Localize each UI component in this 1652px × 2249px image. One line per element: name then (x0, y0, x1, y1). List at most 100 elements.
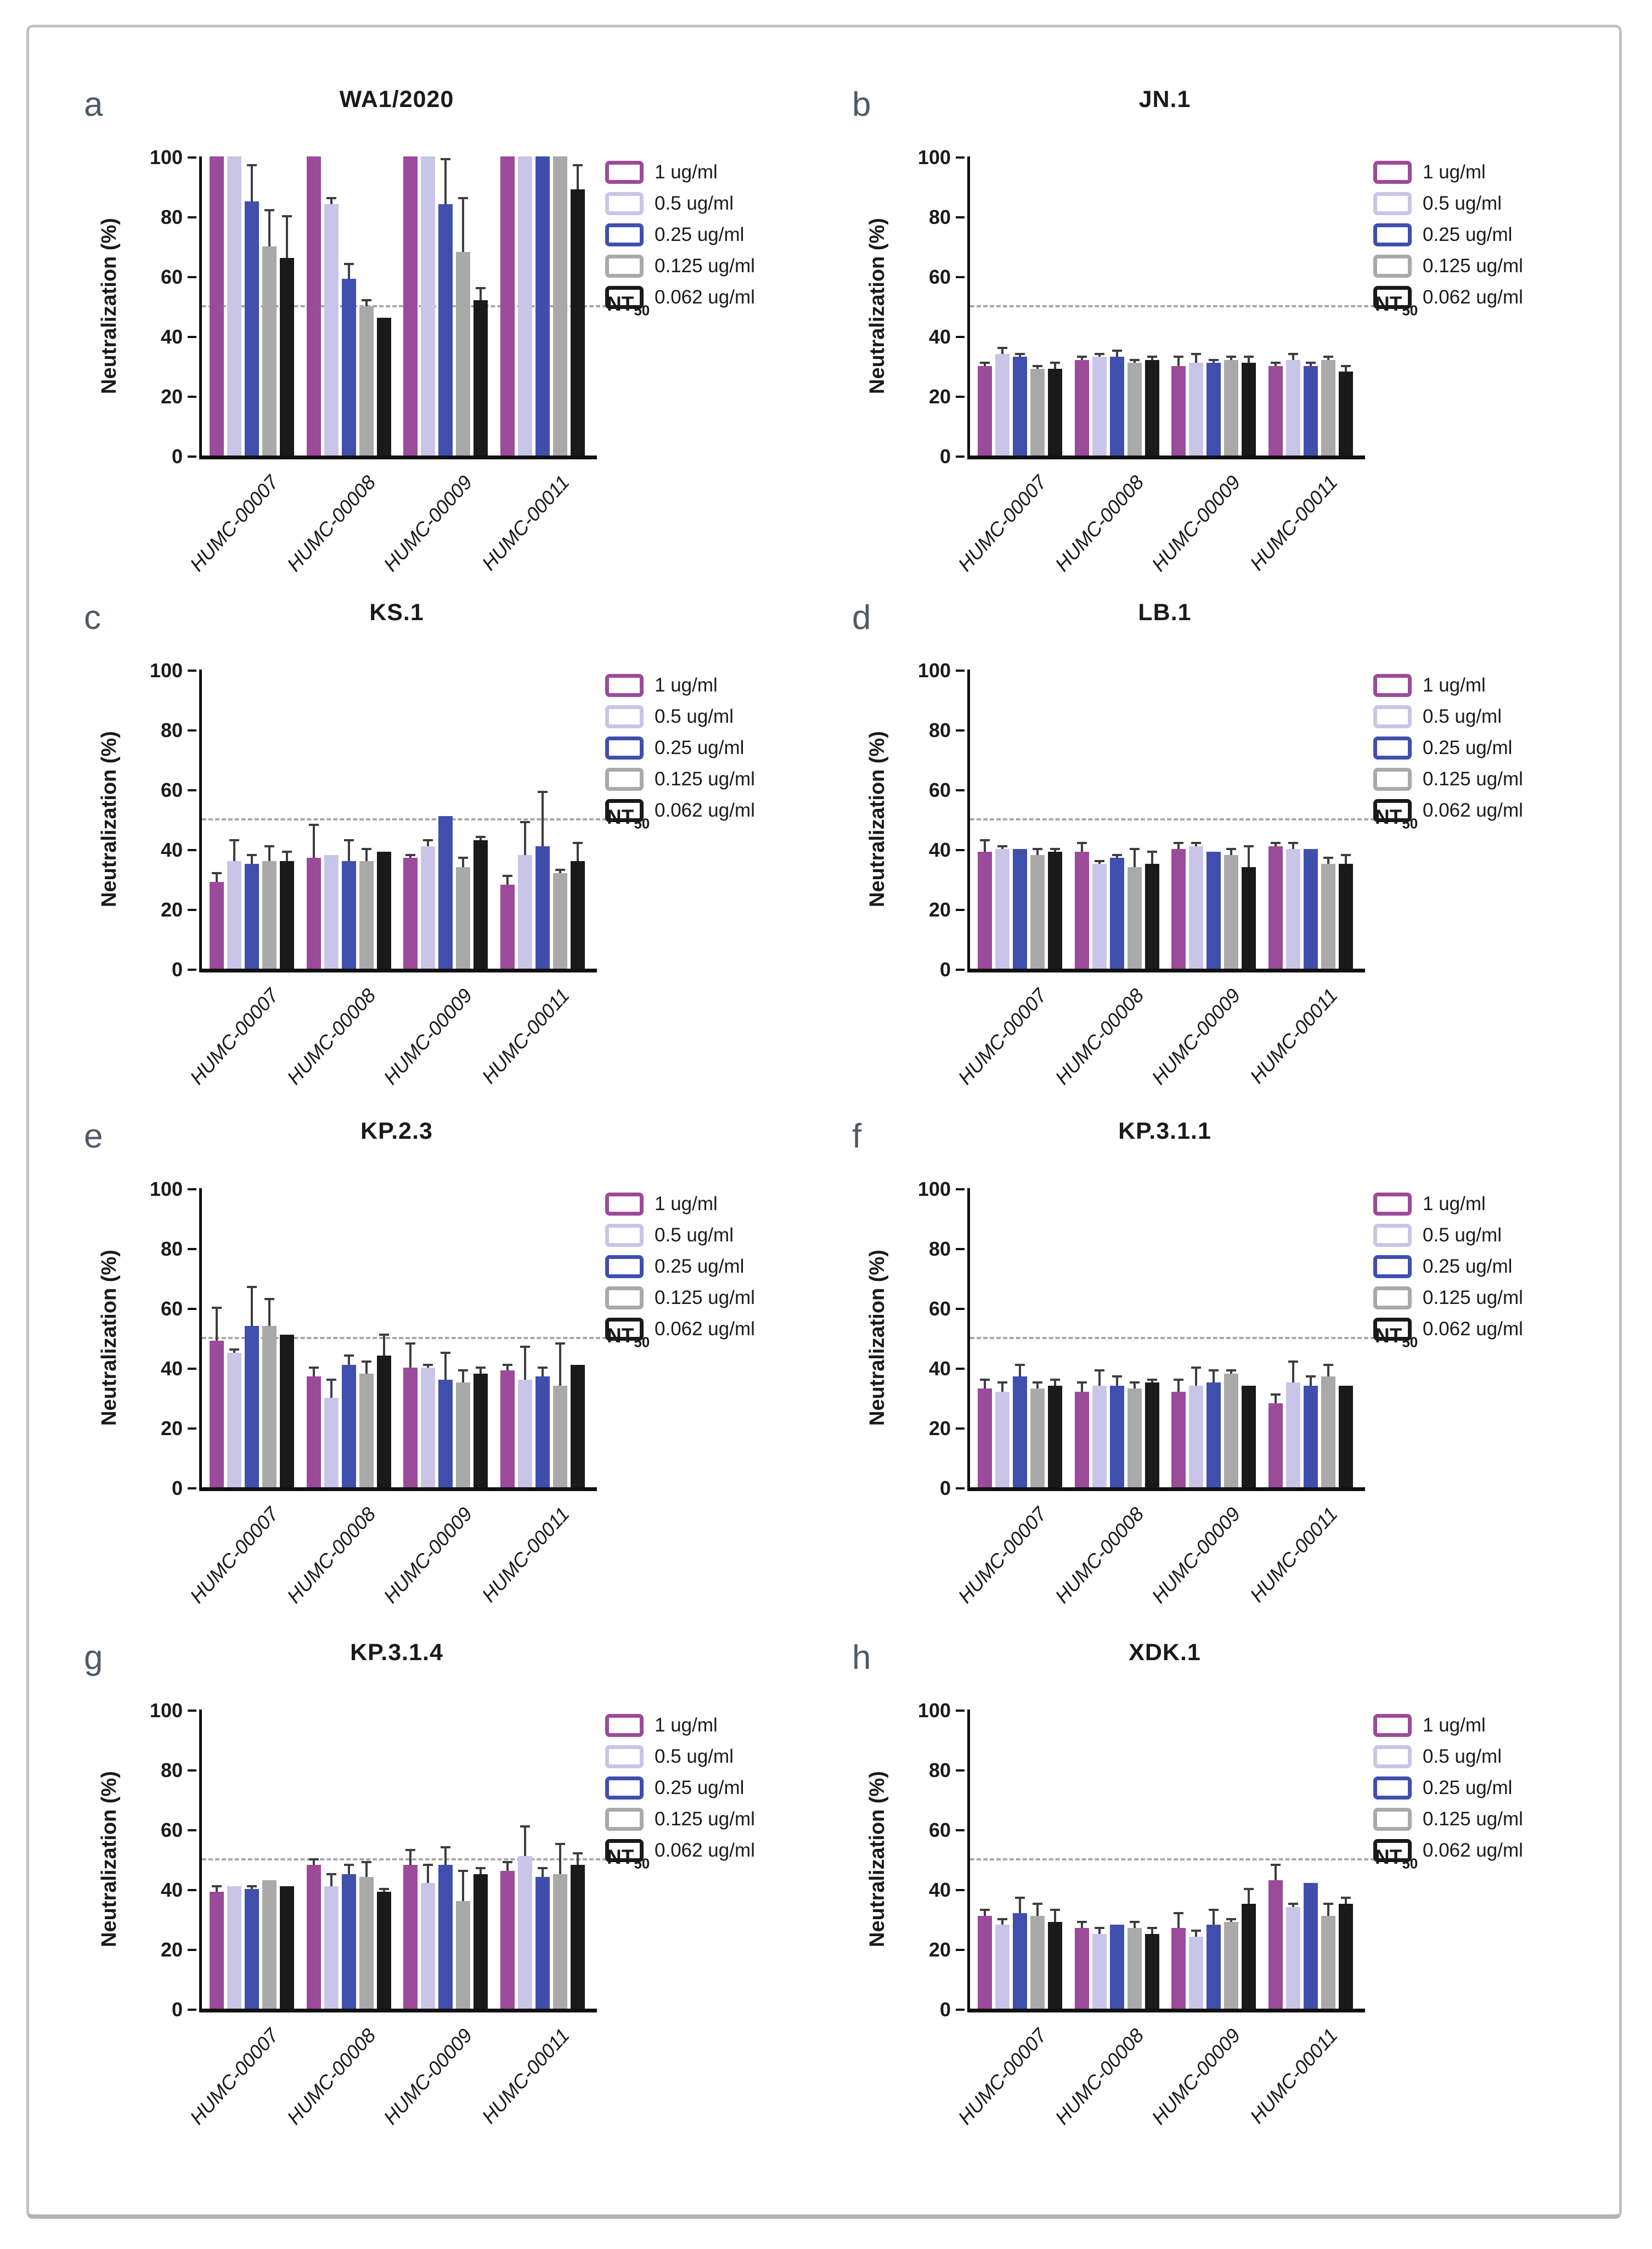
bar (403, 853, 418, 969)
error-bar (1094, 859, 1104, 864)
legend-label: 0.125 ug/ml (1423, 255, 1523, 277)
legend-swatch (1373, 223, 1412, 246)
error-bar-cap (441, 1351, 451, 1354)
y-tick-mark (188, 1487, 196, 1489)
error-bar (282, 215, 292, 258)
error-bar-cap (1191, 842, 1202, 845)
error-bar-cap (1129, 358, 1140, 361)
legend-label: 1 ug/ml (1423, 161, 1486, 183)
error-bar (1209, 1369, 1219, 1383)
bar (438, 1846, 453, 2009)
error-bar (1112, 1375, 1122, 1386)
y-tick-mark (956, 456, 965, 458)
error-bar-cap (476, 836, 486, 839)
y-tick-mark (188, 670, 196, 672)
bar (227, 1886, 241, 2009)
panel-e: e KP.2.3 Neutralization (%) 0 20 40 60 80 100 HUM… (81, 1106, 849, 1627)
bar-group: HUMC-00008 (282, 156, 391, 576)
error-bar (476, 286, 486, 300)
bar (1092, 1926, 1107, 2009)
error-bar-cap (1288, 842, 1298, 845)
legend-label: 0.25 ug/ml (1423, 1777, 1513, 1798)
bar (245, 1885, 259, 2009)
legend-entry: 0.062 ug/ml (1373, 286, 1523, 309)
error-bar-cap (1129, 1920, 1140, 1923)
error-bar (264, 845, 274, 861)
bar-group: HUMC-00009 (1147, 1710, 1256, 2129)
error-bar (229, 1348, 239, 1353)
chart-title: WA1/2020 (339, 86, 454, 113)
legend-label: 0.125 ug/ml (655, 1808, 755, 1830)
error-bar-cap (1340, 1897, 1351, 1899)
y-tick-label: 100 (149, 1178, 183, 1200)
bar (1285, 1903, 1300, 2009)
y-tick-label: 100 (917, 659, 951, 682)
legend-entry: 0.125 ug/ml (1373, 1808, 1523, 1831)
legend-entry: 0.5 ug/ml (605, 1745, 755, 1768)
bar (552, 156, 567, 456)
error-bar-cap (1323, 1363, 1333, 1366)
error-bar-cap (361, 848, 371, 851)
bar (341, 263, 356, 456)
bar (995, 1918, 1010, 2009)
x-axis-label: HUMC-00011 (477, 471, 574, 575)
y-tick-mark (956, 1368, 965, 1370)
bar (306, 1367, 321, 1487)
bar (535, 1367, 550, 1487)
bar (1338, 1897, 1353, 2009)
y-axis-label: Neutralization (%) (866, 1250, 889, 1426)
error-bar (1050, 1909, 1060, 1922)
nt50-label-main: NT (607, 293, 634, 315)
bar-group: HUMC-00011 (477, 156, 585, 575)
y-tick-label: 40 (928, 839, 951, 861)
y-tick-label: 80 (160, 719, 183, 741)
error-bar (343, 263, 354, 279)
bar (456, 1870, 471, 2009)
error-bar-cap (1270, 842, 1281, 845)
panel-d: d LB.1 Neutralization (%) 0 20 40 60 80 100 HUMC-… (849, 587, 1617, 1106)
error-bar (212, 1307, 222, 1341)
error-bar (1323, 356, 1333, 360)
legend-entry: 0.125 ug/ml (1373, 768, 1523, 791)
bar (245, 164, 259, 456)
y-tick-label: 40 (928, 1357, 951, 1380)
y-tick-mark (188, 969, 196, 971)
error-bar (1076, 356, 1087, 360)
error-bar (1226, 1369, 1237, 1374)
error-bar-cap (476, 1367, 486, 1369)
bar (1074, 356, 1089, 456)
error-bar (361, 848, 371, 861)
bar (1030, 1903, 1045, 2009)
y-tick-label: 0 (939, 1998, 951, 2021)
error-bar-cap (1076, 356, 1087, 358)
bar (1189, 352, 1204, 456)
bar (324, 854, 339, 969)
legend-swatch (605, 1318, 644, 1341)
error-bar-cap (326, 1873, 336, 1875)
legend-entry: 1 ug/ml (1373, 1193, 1523, 1216)
error-bar (1050, 1378, 1060, 1386)
error-bar-cap (1270, 1393, 1281, 1396)
nt50-threshold-line (970, 305, 1375, 307)
panel-b: b JN.1 Neutralization (%) 0 20 40 60 80 100 HUMC-… (849, 74, 1617, 587)
plot-area: 0 20 40 60 80 100 HUMC-00007 HUMC-00008 HUMC-000… (918, 659, 1375, 1089)
error-bar (1147, 1378, 1157, 1383)
y-tick-label: 40 (160, 325, 183, 348)
nt50-label: NT50 (1375, 806, 1418, 832)
error-bar (441, 158, 451, 205)
y-tick-label: 20 (160, 1417, 183, 1440)
bar-groups: HUMC-00007 HUMC-00008 HUMC-00009 HUMC-00011 (954, 156, 1353, 576)
nt50-label: NT50 (1375, 293, 1418, 319)
y-axis-label: Neutralization (%) (98, 1250, 121, 1426)
bar (1171, 1911, 1186, 2009)
bar (1144, 356, 1159, 456)
nt50-label-main: NT (607, 806, 634, 828)
error-bar-cap (555, 1843, 565, 1846)
legend-entry: 0.062 ug/ml (1373, 1839, 1523, 1862)
y-tick-label: 20 (928, 898, 951, 921)
error-bar-cap (555, 1342, 565, 1345)
plot-area: 0 20 40 60 80 100 HUMC-00007 HUMC-00008 HUMC-000… (918, 1178, 1375, 1607)
error-bar-cap (1050, 1378, 1060, 1381)
error-bar-cap (1226, 356, 1237, 358)
legend-label: 0.25 ug/ml (655, 1256, 745, 1277)
